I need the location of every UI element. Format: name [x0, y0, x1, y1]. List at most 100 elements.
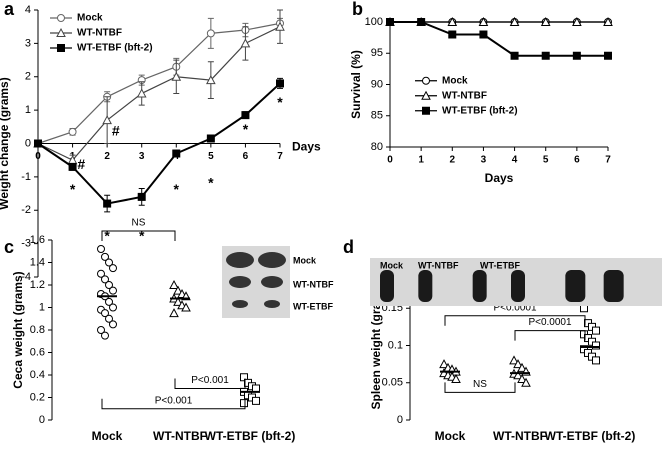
x-tick-label: 5 [208, 151, 214, 162]
marker [447, 16, 458, 26]
comparison-label: P<0.0001 [493, 302, 537, 313]
bracket [101, 230, 176, 241]
y-tick-label: -4 [21, 271, 31, 283]
inset-label: Mock [293, 255, 317, 265]
marker [513, 370, 523, 380]
marker [97, 326, 105, 334]
annotation: * [139, 228, 145, 244]
comparison-label: P<0.001 [191, 375, 229, 386]
marker [422, 76, 430, 85]
marker [101, 252, 109, 261]
x-tick-label: 2 [450, 155, 456, 166]
cecum [258, 252, 286, 268]
legend-label: WT-NTBF [442, 90, 487, 101]
y-tick-label: 1 [39, 301, 45, 313]
spleen [603, 270, 624, 302]
marker [509, 16, 520, 26]
category-label: WT-NTBF [153, 429, 207, 443]
annotation: # [112, 123, 120, 139]
marker [97, 245, 105, 253]
y-axis-label: Ceca weight (grams) [11, 271, 25, 388]
comparison-label: NS [132, 218, 146, 229]
marker [105, 314, 113, 323]
y-tick-label: 1.2 [30, 279, 45, 291]
marker [171, 71, 182, 81]
marker [572, 16, 582, 26]
y-tick-label: 0.4 [30, 369, 45, 381]
x-tick-label: 7 [605, 155, 611, 166]
marker [276, 79, 284, 88]
x-tick-label: 1 [418, 155, 424, 166]
inset-label: WT-ETBF [293, 301, 333, 311]
spleen [418, 270, 433, 302]
marker [603, 16, 613, 26]
marker [109, 264, 117, 273]
x-tick-label: 5 [543, 155, 549, 166]
x-axis-label: Days [485, 171, 514, 185]
marker [448, 30, 457, 39]
marker [252, 396, 260, 405]
x-tick-label: 6 [574, 155, 580, 166]
y-tick-label: 0.8 [30, 324, 45, 336]
annotation: * [277, 94, 283, 110]
y-tick-label: 0.1 [388, 339, 403, 351]
panel-letter: a [4, 0, 15, 19]
annotation: * [174, 181, 180, 197]
marker [386, 18, 394, 26]
x-tick-label: 2 [104, 151, 110, 162]
annotation: * [208, 174, 214, 190]
category-label: WT-NTBF [493, 429, 547, 443]
bracket [444, 382, 516, 393]
legend-label: Mock [442, 75, 468, 86]
marker [109, 320, 117, 329]
y-tick-label: 3 [25, 37, 31, 49]
annotation: * [104, 228, 110, 244]
inset-label: WT-NTBF [293, 279, 334, 289]
bracket [514, 330, 586, 341]
marker [540, 16, 551, 26]
marker [109, 303, 117, 312]
annotation: # [77, 156, 85, 172]
series-line [37, 82, 281, 205]
marker [479, 30, 488, 39]
legend-label: WT-ETBF (bft-2) [442, 105, 518, 116]
marker [451, 373, 461, 384]
panel-letter: c [4, 237, 14, 257]
x-tick-label: 4 [512, 155, 518, 166]
marker [102, 115, 112, 125]
marker [517, 373, 527, 384]
legend-label: WT-ETBF (bft-2) [77, 43, 153, 54]
marker [68, 127, 77, 136]
x-tick-label: 7 [277, 151, 283, 162]
marker [240, 399, 248, 408]
y-tick-label: 80 [371, 141, 383, 153]
marker [275, 21, 285, 31]
marker [56, 27, 66, 37]
y-tick-label: 0 [25, 137, 31, 149]
marker [421, 90, 431, 100]
y-tick-label: -3 [21, 238, 31, 250]
y-tick-label: 0 [397, 414, 403, 426]
legend-label: WT-NTBF [77, 28, 122, 39]
spleen [511, 270, 525, 302]
series-line [37, 26, 281, 161]
x-tick-label: 0 [35, 151, 41, 162]
marker [169, 308, 179, 318]
y-tick-label: 95 [371, 47, 383, 59]
x-tick-label: 6 [243, 151, 249, 162]
marker [510, 51, 519, 60]
y-tick-label: 100 [365, 16, 383, 28]
y-tick-label: 0.6 [30, 346, 45, 358]
y-tick-label: 2 [25, 71, 31, 83]
cecum [226, 252, 254, 268]
marker [541, 51, 550, 60]
y-tick-label: 1.6 [30, 234, 45, 246]
marker [206, 134, 215, 143]
marker [592, 341, 600, 350]
series-line [37, 22, 281, 145]
marker [169, 279, 179, 289]
marker [521, 377, 531, 387]
y-tick-label: 90 [371, 78, 383, 90]
spleen [472, 270, 487, 302]
